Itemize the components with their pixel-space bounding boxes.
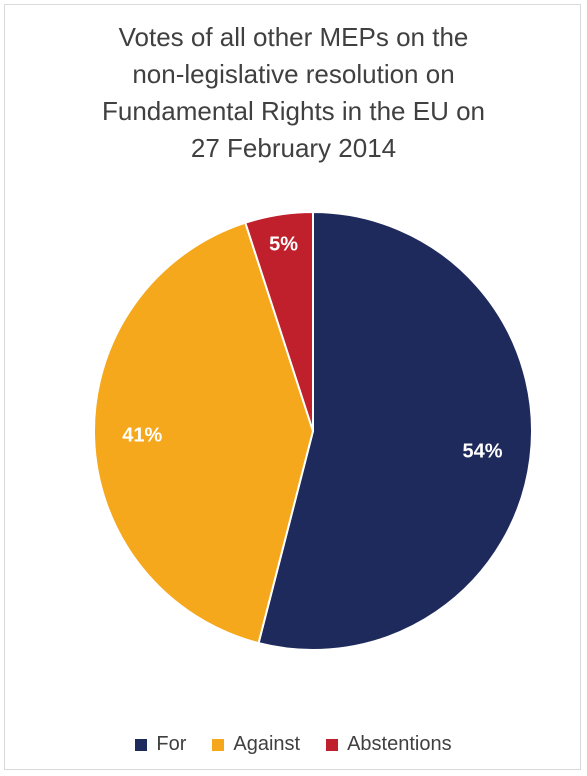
chart-area: Votes of all other MEPs on the non-legis…: [4, 4, 581, 770]
legend-item-against: Against: [212, 733, 300, 756]
chart-title-line: non-legislative resolution on: [132, 59, 455, 89]
legend-swatch-abstentions: [326, 738, 339, 751]
legend-item-for: For: [135, 733, 186, 756]
data-label-abstentions: 5%: [269, 233, 298, 255]
legend-swatch-against: [212, 738, 225, 751]
legend-label-for: For: [156, 733, 187, 755]
data-label-against: 41%: [122, 425, 162, 447]
legend: For Against Abstentions: [5, 733, 582, 756]
pie-slice-against: [93, 221, 315, 645]
legend-label-abstentions: Abstentions: [347, 733, 452, 755]
legend-label-against: Against: [233, 733, 301, 755]
chart-title: Votes of all other MEPs on the non-legis…: [5, 19, 582, 167]
pie-slice-for: [257, 210, 533, 651]
chart-title-line: Fundamental Rights in the EU on: [102, 96, 485, 126]
pie-chart: 54% 41% 5%: [93, 210, 533, 651]
pie-slice-abstentions: [244, 210, 314, 432]
legend-swatch-for: [135, 738, 148, 751]
legend-item-abstentions: Abstentions: [326, 733, 452, 756]
chart-title-line: 27 February 2014: [190, 133, 397, 163]
data-label-for: 54%: [462, 441, 502, 463]
chart-title-line: Votes of all other MEPs on the: [118, 22, 469, 52]
